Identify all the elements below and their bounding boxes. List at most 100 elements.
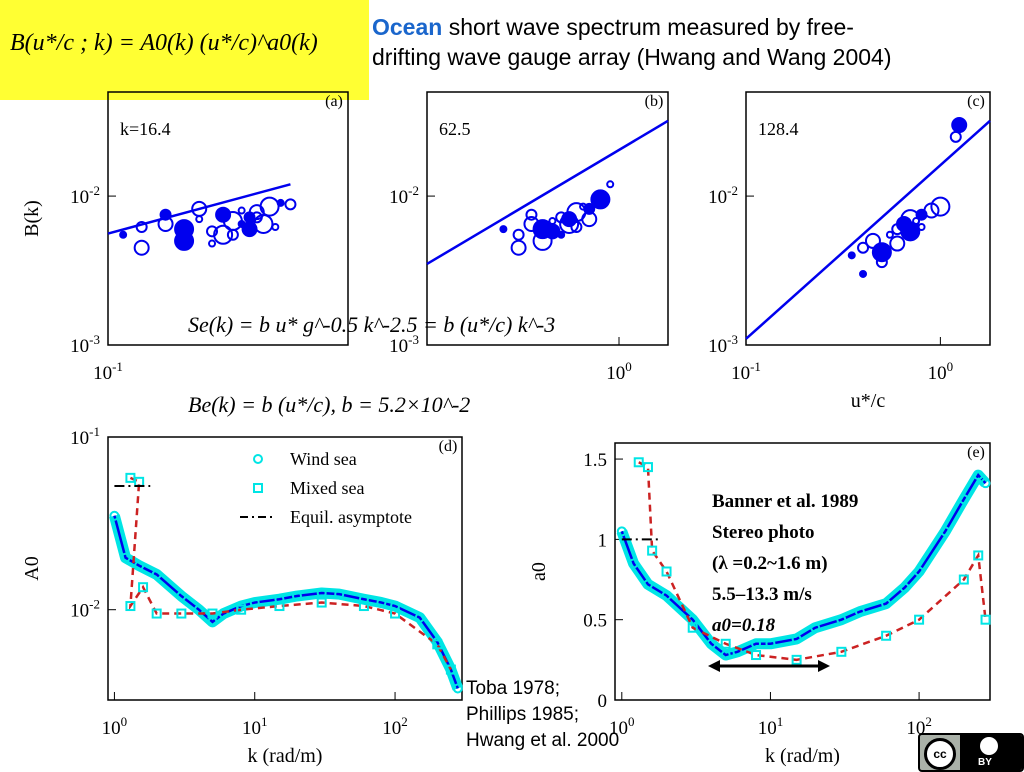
panel-4-wind-line [113, 515, 459, 689]
panel-3-panel-label: (c) [967, 93, 985, 110]
panel-3-frame [745, 91, 991, 346]
panel-5-wind-marker [836, 614, 847, 625]
by-block: BY [960, 735, 1022, 770]
panel-5-wind-marker [661, 590, 672, 601]
panel-1-ytick-label: 10-3 [70, 332, 100, 357]
panel-4-ylabel: A0 [21, 556, 43, 580]
panel-2-data-point [512, 228, 525, 241]
annotation-line2: Stereo photo [712, 522, 815, 543]
panel-1-data-point [119, 230, 128, 239]
panel-5-wind-marker [642, 579, 653, 590]
panel-4-mixed-marker [151, 608, 162, 619]
panel-1-data-point [237, 219, 246, 228]
panel-4-mixed-marker [207, 608, 218, 619]
panel-1-k-label: k=16.4 [120, 119, 171, 139]
panel-4-wind-marker [316, 587, 327, 598]
panel-4-panel-label: (d) [439, 438, 458, 455]
panel-5-mixed-marker [980, 614, 991, 625]
panel-3-ytick-label: 10-2 [708, 183, 738, 208]
panel-4-mixed-marker [176, 608, 187, 619]
panel-4-mixed-marker [358, 601, 369, 612]
panel-3-data-point [951, 117, 968, 134]
panel-4-wind-marker [109, 510, 120, 521]
panel-3-data-point [875, 256, 888, 269]
annotation-line4: 5.5–13.3 m/s [712, 584, 812, 605]
panel-5-mixed-marker [914, 614, 925, 625]
panel-2-data-point [525, 208, 538, 221]
panel-1-ytick-label: 10-2 [70, 183, 100, 208]
panel-1-data-point [213, 224, 234, 245]
panel-2-data-point [590, 189, 611, 210]
panel-2-data-point [559, 213, 580, 234]
panel-4-wind-marker [218, 608, 229, 619]
panel-5-frame [614, 442, 991, 701]
panel-3-k-label: 128.4 [758, 119, 799, 139]
panel-1-data-point [191, 200, 208, 217]
panel-1-data-point [206, 225, 219, 238]
panel-4-mixed-marker [274, 601, 285, 612]
panel-1-data-point [135, 221, 148, 234]
panel-5-wind-marker [973, 470, 984, 481]
panel-2-data-point [581, 211, 598, 228]
citation-line1: Toba 1978; [466, 678, 561, 699]
panel-1-data-point [159, 208, 172, 221]
panel-3-data-point [949, 130, 962, 143]
panel-1-data-point [195, 215, 204, 224]
panel-3-data-point [889, 235, 906, 252]
panel-4-xtick-label: 102 [382, 714, 408, 739]
range-arrow-left-head [708, 660, 720, 672]
panel-2-data-point [548, 217, 557, 226]
panel-5-mixed-marker [836, 646, 847, 657]
panel-1-data-point [250, 211, 263, 224]
citation-line3: Hwang et al. 2000 [466, 730, 620, 751]
panel-5-wind-marker [854, 606, 865, 617]
panel-4-wind-marker [358, 594, 369, 605]
panel-5-mixed-marker [791, 654, 802, 665]
panel-5-wind-marker [980, 478, 991, 489]
panel-4-xtick-label: 101 [242, 714, 267, 739]
panel-5-mixed-marker [751, 650, 762, 661]
panel-1-data-point [237, 206, 246, 215]
by-label: BY [978, 757, 992, 768]
panel-4-frame [107, 436, 463, 701]
panel-2-data-point [544, 223, 561, 240]
panel-3-data-point [859, 269, 868, 278]
panel-5-ytick-label: 0.5 [583, 611, 607, 632]
cc-logo-icon: cc [924, 738, 956, 770]
panel-4-legend-label: Equil. asymptote [290, 507, 412, 527]
panel-5-wind-marker [958, 494, 969, 505]
panel-4-wind-marker [134, 560, 145, 571]
cc-by-icon: cc BY [918, 733, 1024, 772]
panel-4-wind-marker [249, 597, 260, 608]
title-accent-word: Ocean [372, 14, 443, 40]
panel-3-xtick-label: 10-1 [731, 359, 761, 384]
panel-1-data-point [174, 230, 195, 251]
panel-2-fit-line [426, 119, 669, 266]
panel-5-ylabel: a0 [528, 562, 550, 581]
panel-5-xtick-label: 101 [758, 714, 784, 739]
spectral-formula: B(u*/c ; k) = A0(k) (u*/c)^a0(k) [10, 30, 318, 56]
panel-3-fit-line [745, 119, 991, 340]
panel-4-mixed-marker [445, 664, 456, 675]
panel-3-ytick-label: 10-3 [708, 332, 738, 357]
panel-1-fit-line [107, 183, 291, 235]
panel-5-ytick-label: 1 [598, 530, 608, 551]
title-line1: short wave spectrum measured by free- [442, 14, 854, 40]
panel-3-data-point [930, 196, 951, 217]
panel-2-data-point [532, 230, 553, 251]
panel-1-data-point [276, 198, 285, 207]
panel-4-mixed-marker [316, 597, 327, 608]
panel-1-ylabel: B(k) [21, 200, 43, 237]
panel-5-xlabel: k (rad/m) [765, 745, 840, 767]
panel-1-xtick-label: 10-1 [93, 359, 123, 384]
panel-4-wind-marker [291, 591, 302, 602]
panel-1-data-point [133, 239, 150, 256]
page-title: Ocean short wave spectrum measured by fr… [372, 12, 1022, 72]
annotation-line5: a0=0.18 [712, 615, 776, 636]
panel-4-mixed-marker [236, 604, 247, 615]
person-icon [980, 737, 998, 755]
annotation-line1: Banner et al. 1989 [712, 491, 859, 512]
panel-2-frame [426, 91, 669, 346]
panel-5-mixed-marker [720, 638, 731, 649]
